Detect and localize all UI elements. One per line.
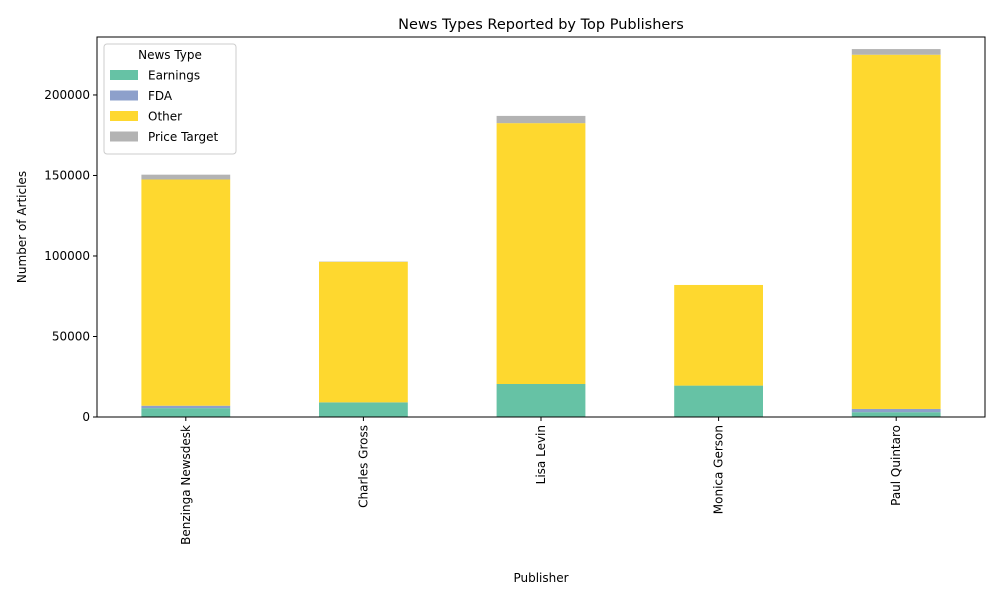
x-axis: Benzinga Newsdesk Charles Gross Lisa Levin… — [179, 417, 903, 545]
bar-other-lisa-levin — [496, 123, 586, 384]
y-tick-label: 100000 — [44, 249, 90, 263]
y-axis-label: Number of Articles — [15, 171, 29, 283]
bar-fda-paul-quintaro — [851, 408, 941, 413]
x-axis-label: Publisher — [513, 571, 568, 585]
y-tick-label: 150000 — [44, 168, 90, 182]
bar-earnings-lisa-levin — [496, 383, 586, 417]
chart-title: News Types Reported by Top Publishers — [398, 17, 684, 33]
bar-other-benzinga-newsdesk — [141, 179, 231, 406]
legend-swatch-other — [110, 111, 138, 121]
bar-earnings-monica-gerson — [674, 385, 763, 417]
y-axis: 0 50000 100000 150000 200000 — [44, 88, 97, 424]
x-tick-label: Monica Gerson — [712, 425, 726, 514]
legend-title: News Type — [138, 48, 202, 62]
x-tick-label: Charles Gross — [356, 425, 370, 508]
legend-swatch-earnings — [110, 70, 138, 80]
bar-other-charles-gross — [319, 261, 408, 403]
legend-label: Price Target — [148, 130, 219, 144]
x-tick-label: Paul Quintaro — [889, 425, 903, 506]
x-tick-label: Lisa Levin — [534, 425, 548, 484]
bar-price-target-benzinga-newsdesk — [141, 174, 231, 180]
bar-other-monica-gerson — [674, 284, 763, 386]
bar-earnings-benzinga-newsdesk — [141, 408, 231, 417]
bar-price-target-lisa-levin — [496, 115, 586, 124]
bar-earnings-charles-gross — [319, 402, 408, 417]
bar-earnings-paul-quintaro — [851, 412, 941, 417]
legend-label: Earnings — [148, 69, 200, 83]
bars-group — [141, 49, 941, 417]
legend-swatch-fda — [110, 90, 138, 101]
bar-price-target-paul-quintaro — [851, 49, 941, 55]
legend: News Type Earnings FDA Other Price Target — [103, 43, 237, 155]
bar-fda-benzinga-newsdesk — [141, 405, 231, 409]
x-tick-label: Benzinga Newsdesk — [179, 425, 193, 545]
legend-swatch-price-target — [110, 131, 138, 142]
legend-label: Other — [148, 110, 182, 124]
bar-other-paul-quintaro — [851, 54, 941, 409]
plot-frame — [96, 36, 986, 418]
legend-label: FDA — [148, 89, 173, 103]
y-tick-label: 200000 — [44, 88, 90, 102]
y-tick-label: 0 — [82, 410, 90, 424]
y-tick-label: 50000 — [52, 329, 90, 343]
